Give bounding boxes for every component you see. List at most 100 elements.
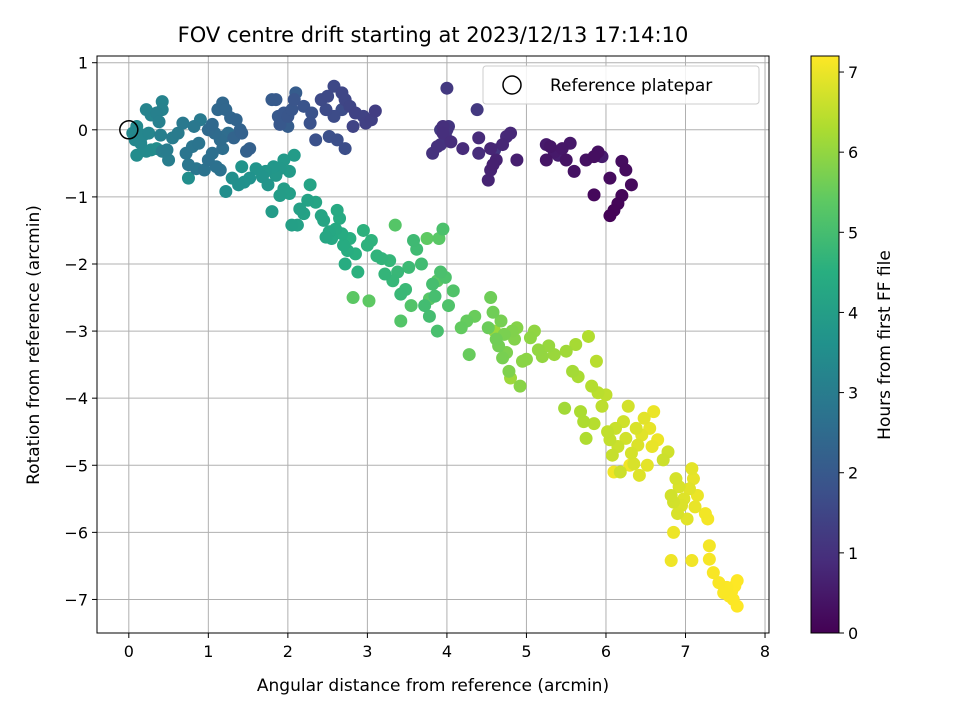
chart-title: FOV centre drift starting at 2023/12/13 … bbox=[178, 23, 689, 47]
scatter-point bbox=[671, 507, 685, 521]
scatter-point bbox=[567, 164, 581, 178]
scatter-point bbox=[192, 136, 206, 150]
scatter-point bbox=[712, 576, 726, 590]
scatter-point bbox=[269, 93, 283, 107]
scatter-point bbox=[243, 142, 257, 156]
scatter-point bbox=[362, 294, 376, 308]
scatter-point bbox=[162, 153, 176, 167]
y-tick-label: −6 bbox=[64, 523, 88, 542]
scatter-point bbox=[484, 291, 498, 305]
scatter-point bbox=[338, 257, 352, 271]
scatter-point bbox=[585, 379, 599, 393]
scatter-point bbox=[489, 332, 503, 346]
colorbar-tick-label: 1 bbox=[848, 544, 858, 563]
scatter-point bbox=[330, 133, 344, 147]
scatter-point bbox=[181, 171, 195, 185]
scatter-point bbox=[426, 277, 440, 291]
scatter-point bbox=[621, 399, 635, 413]
scatter-point bbox=[624, 446, 638, 460]
scatter-point bbox=[235, 126, 249, 140]
scatter-point bbox=[285, 103, 299, 117]
scatter-point bbox=[680, 512, 694, 526]
scatter-point bbox=[686, 472, 700, 486]
scatter-point bbox=[462, 348, 476, 362]
scatter-point bbox=[235, 160, 249, 174]
scatter-point bbox=[698, 507, 712, 521]
scatter-point bbox=[301, 193, 315, 207]
scatter-point bbox=[436, 126, 450, 140]
scatter-point bbox=[558, 401, 572, 415]
scatter-point bbox=[456, 142, 470, 156]
scatter-point bbox=[360, 238, 374, 252]
scatter-point bbox=[496, 138, 510, 152]
scatter-point bbox=[205, 146, 219, 160]
scatter-point bbox=[346, 291, 360, 305]
scatter-point bbox=[418, 299, 432, 313]
scatter-point bbox=[581, 329, 595, 343]
y-tick-label: 1 bbox=[78, 54, 88, 73]
scatter-point bbox=[542, 339, 556, 353]
x-tick-label: 3 bbox=[362, 642, 372, 661]
colorbar-tick-label: 5 bbox=[848, 223, 858, 242]
scatter-point bbox=[370, 249, 384, 263]
scatter-point bbox=[444, 135, 458, 149]
scatter-point bbox=[629, 421, 643, 435]
scatter-point bbox=[579, 431, 593, 445]
x-tick-label: 2 bbox=[283, 642, 293, 661]
scatter-point bbox=[627, 457, 641, 471]
scatter-point bbox=[481, 173, 495, 187]
scatter-point bbox=[394, 287, 408, 301]
scatter-point bbox=[285, 218, 299, 232]
scatter-point bbox=[303, 178, 317, 192]
scatter-point bbox=[330, 203, 344, 217]
x-tick-label: 4 bbox=[442, 642, 452, 661]
scatter-point bbox=[603, 171, 617, 185]
scatter-point bbox=[219, 185, 233, 199]
scatter-point bbox=[321, 89, 335, 103]
scatter-point bbox=[314, 209, 328, 223]
plot-frame bbox=[96, 55, 770, 634]
scatter-point bbox=[559, 153, 573, 167]
scatter-point bbox=[472, 131, 486, 145]
scatter-point bbox=[510, 153, 524, 167]
scatter-point bbox=[187, 119, 201, 133]
scatter-point bbox=[309, 133, 323, 147]
scatter-point bbox=[152, 115, 166, 129]
y-tick-label: −7 bbox=[64, 590, 88, 609]
x-tick-label: 1 bbox=[203, 642, 213, 661]
scatter-point bbox=[470, 103, 484, 117]
scatter-point bbox=[531, 343, 545, 357]
scatter-point bbox=[587, 150, 601, 164]
scatter-point bbox=[515, 354, 529, 368]
colorbar: 0 1 2 3 4 5 6 7 Hours from first FF file bbox=[810, 55, 895, 643]
scatter-point bbox=[619, 163, 633, 177]
scatter-point bbox=[428, 289, 442, 303]
colorbar-tick-label: 0 bbox=[848, 624, 858, 643]
scatter-point bbox=[273, 189, 287, 203]
scatter-point bbox=[442, 299, 456, 313]
scatter-point bbox=[486, 305, 500, 319]
scatter-point bbox=[513, 379, 527, 393]
scatter-point bbox=[171, 126, 185, 140]
x-axis-ticks: 0 1 2 3 4 5 6 7 8 bbox=[124, 633, 770, 661]
scatter-point bbox=[645, 439, 659, 453]
scatter-point bbox=[142, 126, 156, 140]
scatter-point bbox=[319, 230, 333, 244]
scatter-point bbox=[717, 586, 731, 600]
scatter-point bbox=[702, 539, 716, 553]
scatter-point bbox=[293, 202, 307, 216]
scatter-point bbox=[346, 119, 360, 133]
scatter-point bbox=[422, 309, 436, 323]
x-tick-label: 0 bbox=[124, 642, 134, 661]
scatter-point bbox=[414, 257, 428, 271]
scatter-point bbox=[647, 405, 661, 419]
scatter-point bbox=[706, 566, 720, 580]
scatter-point bbox=[388, 218, 402, 232]
scatter-point bbox=[368, 104, 382, 118]
scatter-point bbox=[484, 142, 498, 156]
y-axis-ticks: 1 0 −1 −2 −3 −4 −5 −6 −7 bbox=[64, 54, 97, 609]
x-tick-label: 7 bbox=[680, 642, 690, 661]
scatter-point bbox=[197, 163, 211, 177]
y-tick-label: −2 bbox=[64, 255, 88, 274]
data-points bbox=[126, 79, 744, 613]
